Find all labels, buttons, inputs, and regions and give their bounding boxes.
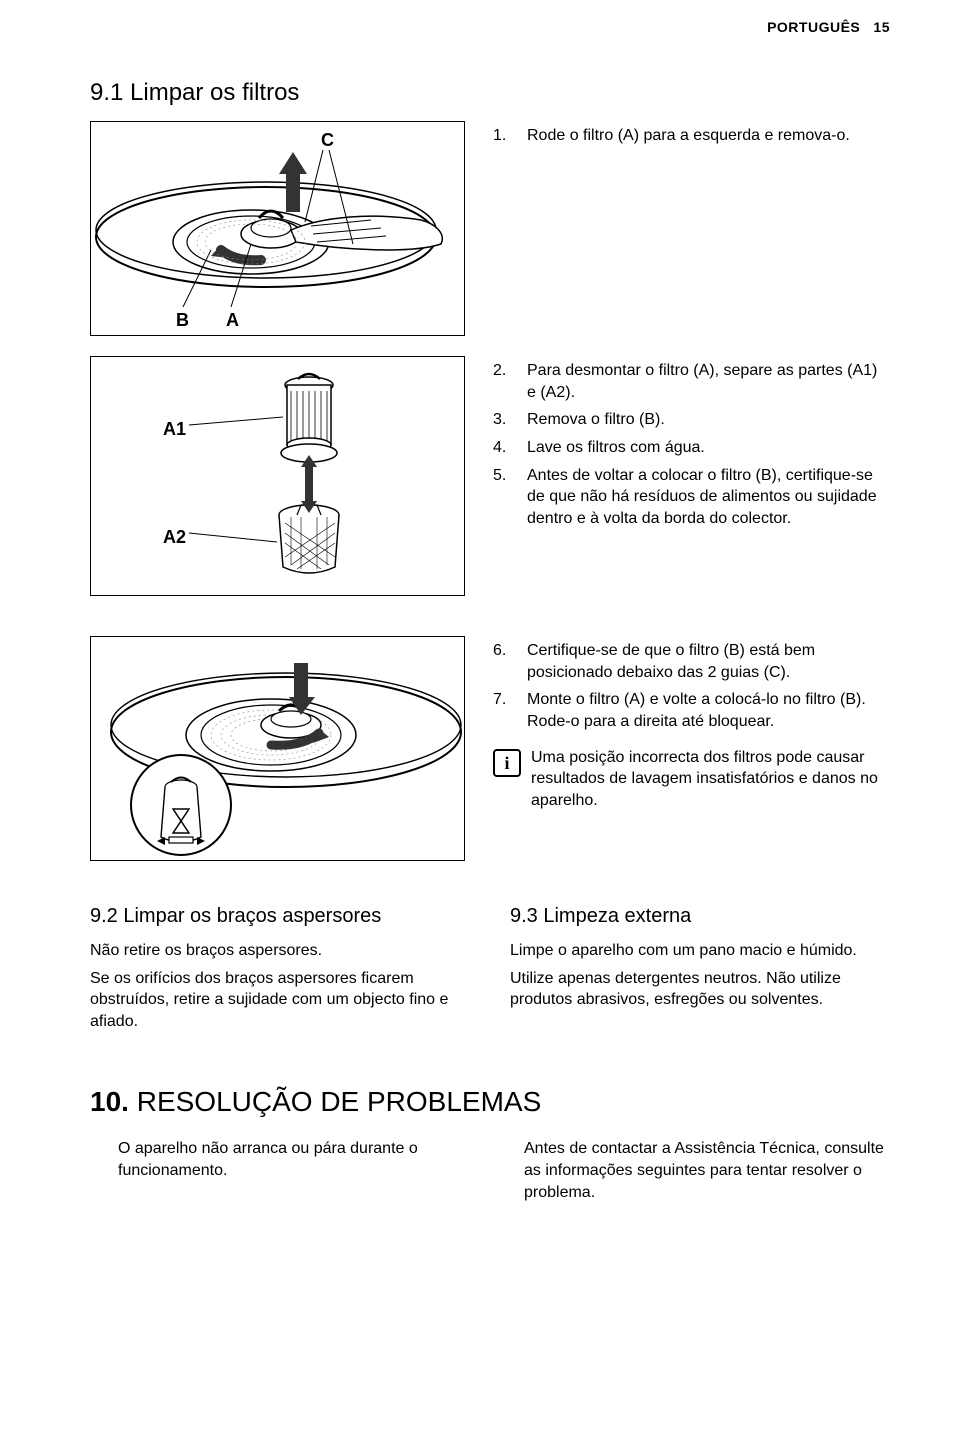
figure-3 [90, 636, 465, 861]
steps-block-2: 2.Para desmontar o filtro (A), separe as… [493, 356, 890, 535]
section-9-2-p1: Não retire os braços aspersores. [90, 940, 470, 962]
fig2-svg [91, 357, 465, 596]
header-language: PORTUGUÊS [767, 19, 860, 35]
section-10-text: RESOLUÇÃO DE PROBLEMAS [129, 1086, 541, 1117]
figure-1: C B A [90, 121, 465, 336]
section-9-3-p1: Limpe o aparelho com um pano macio e húm… [510, 940, 890, 962]
fig1-svg [91, 122, 465, 336]
info-icon: i [493, 749, 521, 777]
info-text: Uma posição incorrecta dos filtros pode … [531, 747, 890, 812]
step-2: 2.Para desmontar o filtro (A), separe as… [493, 360, 890, 403]
section-9-3-title: 9.3 Limpeza externa [510, 903, 890, 930]
fig1-label-c: C [321, 128, 334, 152]
fig1-label-a: A [226, 308, 239, 332]
section-10-right: Antes de contactar a Assistência Técnica… [524, 1138, 890, 1209]
step-4: 4.Lave os filtros com água. [493, 437, 890, 459]
section-10-left: O aparelho não arranca ou pára durante o… [118, 1138, 484, 1209]
section-10-right-text: Antes de contactar a Assistência Técnica… [524, 1138, 890, 1203]
steps-block-3: 6.Certifique-se de que o filtro (B) está… [493, 636, 890, 811]
section-9-2: 9.2 Limpar os braços aspersores Não reti… [90, 903, 470, 1038]
step-6: 6.Certifique-se de que o filtro (B) está… [493, 640, 890, 683]
section-9-2-title: 9.2 Limpar os braços aspersores [90, 903, 470, 930]
step-1-num: 1. [493, 125, 515, 147]
step-3: 3.Remova o filtro (B). [493, 409, 890, 431]
header-page-number: 15 [873, 19, 890, 35]
step-5: 5.Antes de voltar a colocar o filtro (B)… [493, 465, 890, 530]
section-9-3: 9.3 Limpeza externa Limpe o aparelho com… [510, 903, 890, 1038]
fig2-label-a1: A1 [163, 417, 186, 441]
step-1: 1. Rode o filtro (A) para a esquerda e r… [493, 125, 890, 147]
step-7: 7.Monte o filtro (A) e volte a colocá-lo… [493, 689, 890, 732]
section-10-title: 10. RESOLUÇÃO DE PROBLEMAS [90, 1083, 890, 1121]
section-9-1-title: 9.1 Limpar os filtros [90, 77, 890, 109]
fig1-label-b: B [176, 308, 189, 332]
section-10-left-text: O aparelho não arranca ou pára durante o… [118, 1138, 484, 1181]
info-box: i Uma posição incorrecta dos filtros pod… [493, 747, 890, 812]
section-9-2-p2: Se os orifícios dos braços aspersores fi… [90, 968, 470, 1033]
step-1-text: Rode o filtro (A) para a esquerda e remo… [527, 125, 850, 147]
section-9-3-p2: Utilize apenas detergentes neutros. Não … [510, 968, 890, 1011]
page-header: PORTUGUÊS 15 [90, 0, 890, 47]
steps-block-1: 1. Rode o filtro (A) para a esquerda e r… [493, 121, 890, 153]
section-10-num: 10. [90, 1086, 129, 1117]
fig2-label-a2: A2 [163, 525, 186, 549]
fig3-svg [91, 637, 465, 861]
figure-2: A1 A2 [90, 356, 465, 596]
